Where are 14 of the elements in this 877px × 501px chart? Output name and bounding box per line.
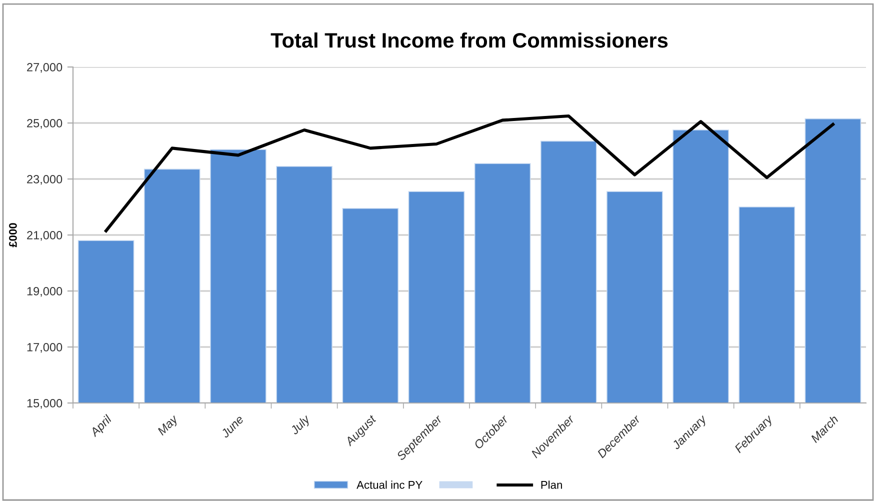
y-tick-label: 15,000 xyxy=(27,399,62,409)
y-axis-title: £000 xyxy=(9,223,17,248)
y-tick-label: 27,000 xyxy=(27,63,62,73)
y-tick-label: 25,000 xyxy=(27,119,62,129)
y-tick-label: 23,000 xyxy=(27,175,62,185)
legend-label: Plan xyxy=(541,480,562,489)
y-tick-label: 21,000 xyxy=(27,231,62,241)
x-tick-label: May xyxy=(156,414,180,438)
y-tick-label: 19,000 xyxy=(27,287,62,297)
chart-title: Total Trust Income from Commissioners xyxy=(270,32,668,48)
y-tick-label: 17,000 xyxy=(27,343,62,353)
legend-label: Actual inc PY xyxy=(356,480,422,489)
line-series xyxy=(104,114,834,232)
x-tick-label: July xyxy=(289,414,312,437)
